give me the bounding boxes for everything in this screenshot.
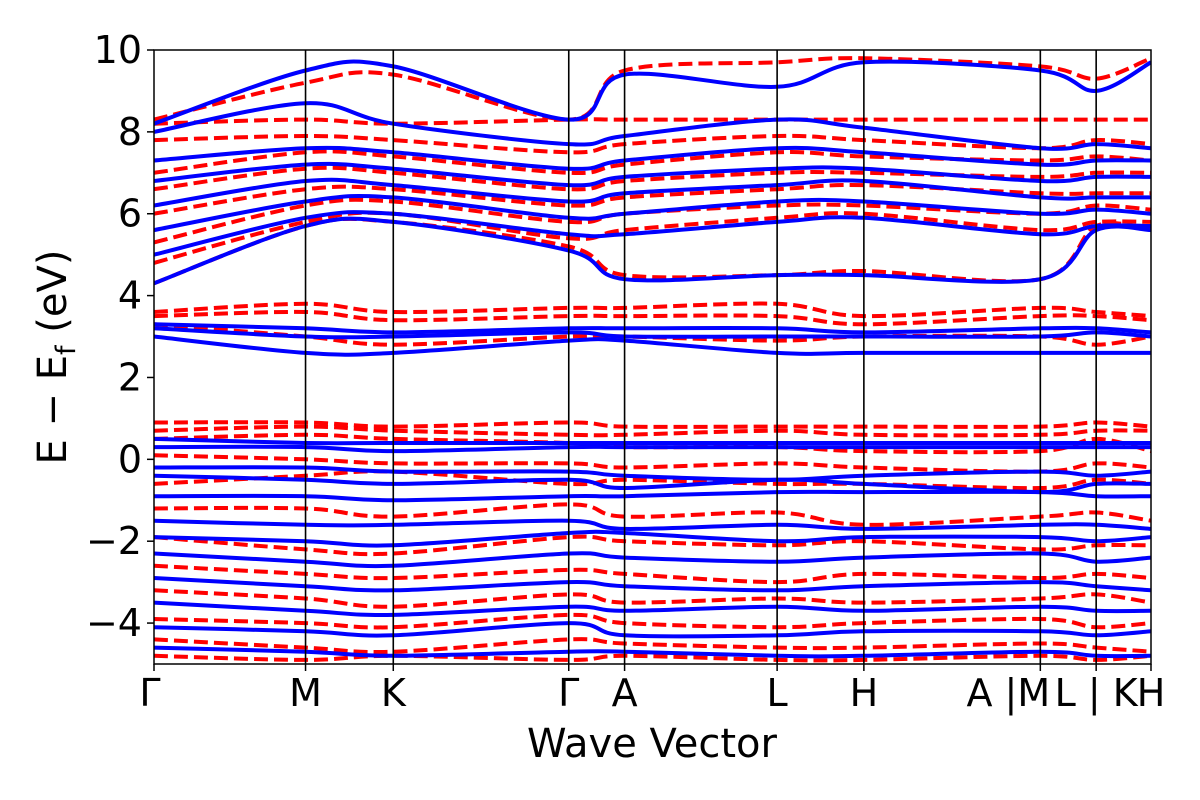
x-tick-label-8: L | K (1055, 671, 1139, 716)
dashed-band-1 (154, 210, 1151, 265)
solid-band-6 (154, 101, 1151, 151)
high-symmetry-lines (304, 50, 1097, 664)
x-tick-label-3: Γ (558, 671, 579, 715)
solid-band-1 (154, 210, 1151, 257)
dashed-band-16 (154, 469, 1151, 491)
x-tick-label-6: H (850, 671, 879, 715)
solid-band-0 (154, 216, 1151, 286)
x-tick-label-5: L (767, 671, 788, 715)
y-axis-title-unit: (eV) (30, 250, 76, 346)
x-tick-label-9: H (1137, 671, 1166, 715)
solid-band-18 (154, 551, 1151, 569)
y-tick-label-2: 0 (118, 437, 142, 481)
y-tick-label-3: 2 (118, 355, 142, 399)
x-axis-title: Wave Vector (527, 721, 778, 767)
y-axis-title-subscript: f (51, 344, 82, 355)
x-tick-label-7: A |M (966, 671, 1050, 716)
y-tick-label-7: 10 (94, 28, 142, 72)
y-tick-label-5: 6 (118, 192, 142, 236)
solid-band-7 (154, 59, 1151, 126)
dashed-band-21 (154, 612, 1151, 630)
x-tick-label-0: Γ (139, 671, 160, 715)
plot-frame (153, 49, 1152, 665)
x-tick-label-2: K (381, 671, 407, 715)
x-tick-label-1: M (289, 671, 322, 715)
y-axis-ticks: −4 −2 0 2 4 6 8 10 (86, 28, 154, 645)
y-tick-label-1: −2 (86, 519, 142, 563)
y-axis-title-main: E − E (30, 355, 76, 465)
y-tick-label-0: −4 (86, 601, 142, 645)
x-tick-label-4: A (612, 671, 638, 715)
y-tick-label-6: 8 (118, 110, 142, 154)
y-tick-label-4: 4 (118, 274, 142, 318)
y-axis-title: E − Ef (eV) (30, 250, 82, 465)
